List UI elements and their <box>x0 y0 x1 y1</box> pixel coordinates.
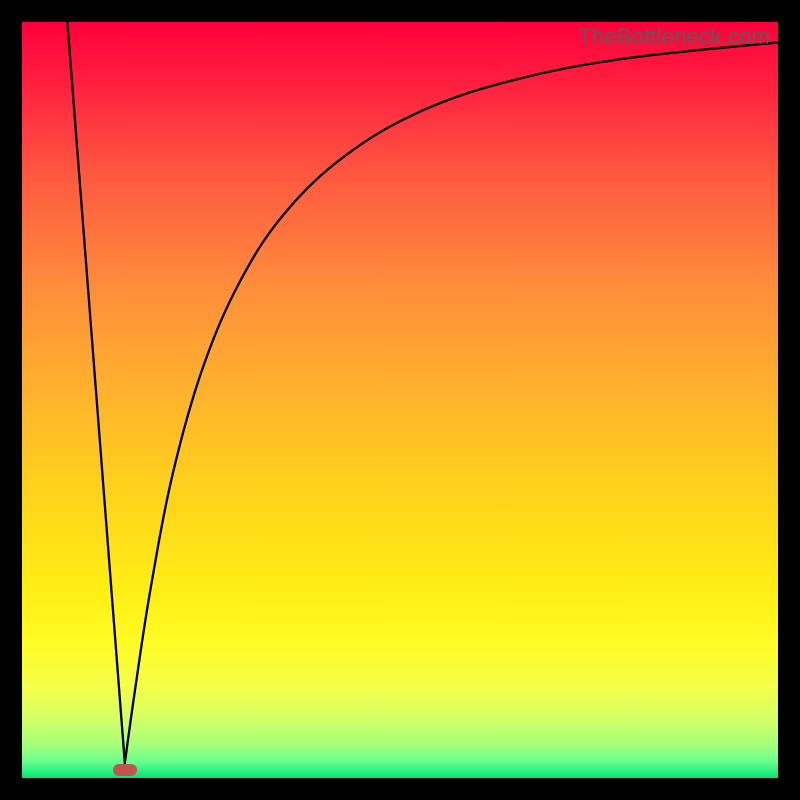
watermark-text: TheBottleneck.com <box>578 24 770 50</box>
minimum-marker <box>113 764 137 776</box>
curve-right-branch <box>125 42 778 762</box>
plot-area: TheBottleneck.com <box>22 22 778 778</box>
curve-left-branch <box>67 22 124 763</box>
curve-layer <box>22 22 778 778</box>
chart-container: TheBottleneck.com <box>0 0 800 800</box>
